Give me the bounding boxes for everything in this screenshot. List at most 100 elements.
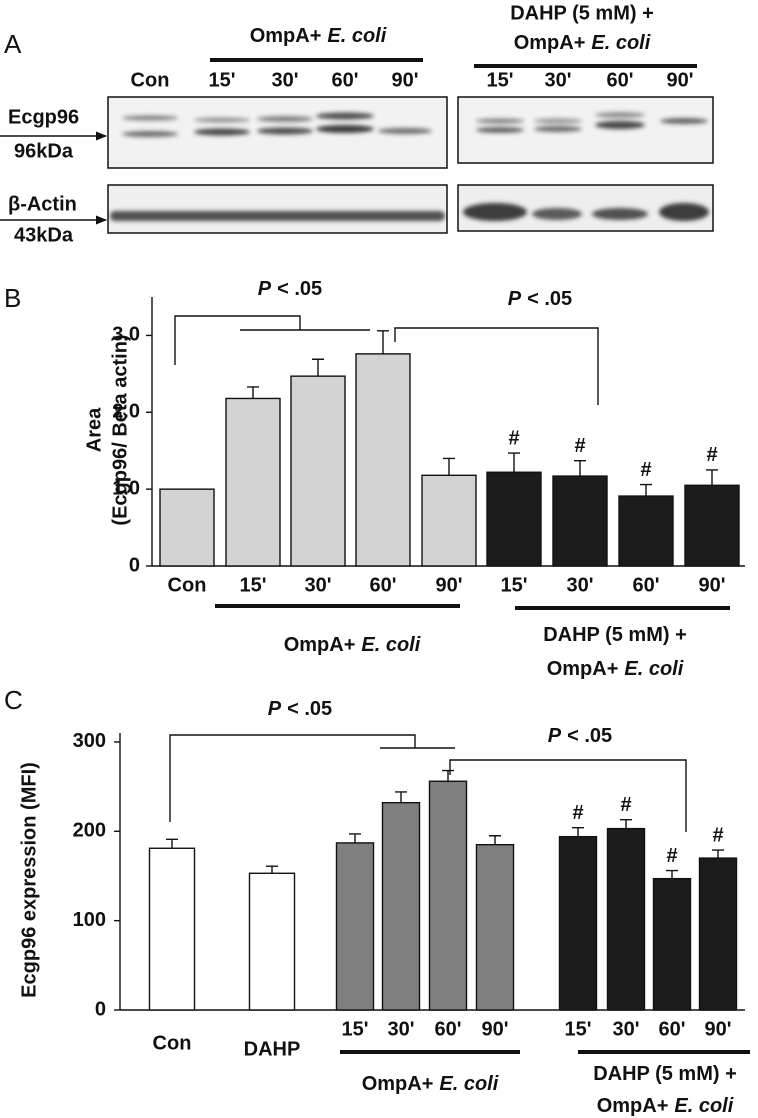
text-line: P < .05 xyxy=(548,725,612,747)
group-text: OmpA+ xyxy=(250,25,322,47)
error-bar xyxy=(377,330,389,354)
x-tick-label: 90' xyxy=(435,574,462,596)
p-italic: P xyxy=(258,278,272,300)
error-bar xyxy=(572,827,584,837)
text-line: P < .05 xyxy=(508,288,572,310)
x-tick-label: 60' xyxy=(369,574,396,596)
lane-label: 30' xyxy=(271,69,298,91)
text-line: OmpA+ E. coli xyxy=(284,634,421,656)
p-text: < .05 xyxy=(567,725,612,747)
bar xyxy=(698,857,738,1011)
group-italic: E. coli xyxy=(591,32,650,54)
significance-label: # xyxy=(574,435,585,457)
text-line: OmpA+ E. coli xyxy=(362,1073,499,1095)
blot: A Ecgp96 96kDa β-Actin 43kDa OmpA+ E. col… xyxy=(0,2,714,246)
error-bar xyxy=(666,869,678,879)
bracket xyxy=(449,759,687,832)
error-bar xyxy=(640,483,652,497)
text-part: DAHP (5 mM) + xyxy=(593,1063,737,1085)
bar xyxy=(475,843,515,1011)
x-tick-label: 60' xyxy=(434,1018,461,1040)
group-italic: E. coli xyxy=(327,25,386,47)
bar xyxy=(148,847,196,1011)
bar xyxy=(652,877,692,1011)
lane-label: 15' xyxy=(208,69,235,91)
bar xyxy=(248,872,296,1011)
y-axis-label: Ecgp96 expression (MFI) xyxy=(18,762,40,998)
lane-label: 30' xyxy=(544,69,571,91)
p-text: < .05 xyxy=(287,698,332,720)
error-bar xyxy=(247,386,259,399)
y-tick-label: 1.0 xyxy=(112,477,140,499)
x-tick-label: 30' xyxy=(304,574,331,596)
significance-label: # xyxy=(640,459,651,481)
bracket xyxy=(174,315,301,365)
text-part: DAHP (5 mM) + xyxy=(543,624,687,646)
text-line: P < .05 xyxy=(258,278,322,300)
text-italic: E. coli xyxy=(624,658,683,680)
bracket xyxy=(394,327,599,405)
text-italic: E. coli xyxy=(361,634,420,656)
error-bar xyxy=(706,469,718,486)
significance-label: # xyxy=(666,845,677,867)
x-tick-label: 90' xyxy=(698,574,725,596)
y-tick-label: 0 xyxy=(129,554,140,576)
significance-label: # xyxy=(508,427,519,449)
bar xyxy=(355,353,411,567)
bar xyxy=(684,484,740,567)
text-line: DAHP (5 mM) + xyxy=(543,624,687,646)
bar xyxy=(335,842,375,1011)
text-part: OmpA+ xyxy=(547,658,619,680)
y-tick-label: 3.0 xyxy=(112,324,140,346)
lane-label: Con xyxy=(131,69,170,91)
bar xyxy=(428,780,468,1011)
bar xyxy=(486,471,542,567)
x-tick-label: 30' xyxy=(387,1018,414,1040)
x-tick-label: DAHP xyxy=(244,1038,301,1060)
panel-label: C xyxy=(4,685,23,715)
bar xyxy=(552,475,608,567)
text-part: OmpA+ xyxy=(597,1095,669,1117)
lane-label: 60' xyxy=(606,69,633,91)
error-bar xyxy=(312,358,324,377)
x-tick-label: 15' xyxy=(341,1018,368,1040)
y-tick-label: 100 xyxy=(73,909,106,931)
bar xyxy=(159,488,215,567)
text-line: OmpA+ E. coli xyxy=(597,1095,734,1117)
text-italic: E. coli xyxy=(674,1095,733,1117)
x-tick-label: 90' xyxy=(704,1018,731,1040)
error-bar xyxy=(443,457,455,476)
bar xyxy=(225,397,281,567)
error-bar xyxy=(489,835,501,845)
text-line: P < .05 xyxy=(268,698,332,720)
y-tick-label: 300 xyxy=(73,730,106,752)
bands xyxy=(110,112,709,221)
error-bar xyxy=(620,818,632,829)
error-bar xyxy=(395,791,407,803)
p-text: < .05 xyxy=(527,288,572,310)
bar xyxy=(290,375,346,567)
x-tick-label: 15' xyxy=(500,574,527,596)
lane-label: 90' xyxy=(391,69,418,91)
p-italic: P xyxy=(268,698,282,720)
bar xyxy=(618,495,674,567)
x-tick-label: Con xyxy=(168,574,207,596)
group-label: OmpA+ E. coli xyxy=(514,32,651,54)
bar xyxy=(606,827,646,1011)
group-label: DAHP (5 mM) + xyxy=(510,2,654,24)
lane-label: 90' xyxy=(666,69,693,91)
text-italic: E. coli xyxy=(439,1073,498,1095)
y-axis-label: (Ecgp96/ Beta actin) xyxy=(109,334,131,525)
y-axis-label: Area xyxy=(83,407,105,452)
x-tick-label: 30' xyxy=(612,1018,639,1040)
panel-label: B xyxy=(4,283,21,313)
x-tick-label: 60' xyxy=(632,574,659,596)
x-tick-label: 90' xyxy=(481,1018,508,1040)
x-tick-label: 30' xyxy=(566,574,593,596)
p-italic: P xyxy=(548,725,562,747)
significance-label: # xyxy=(572,802,583,824)
text-part: OmpA+ xyxy=(362,1073,434,1095)
y-tick-label: 0 xyxy=(95,998,106,1020)
significance-label: # xyxy=(706,444,717,466)
group-label: OmpA+ E. coli xyxy=(250,25,387,47)
